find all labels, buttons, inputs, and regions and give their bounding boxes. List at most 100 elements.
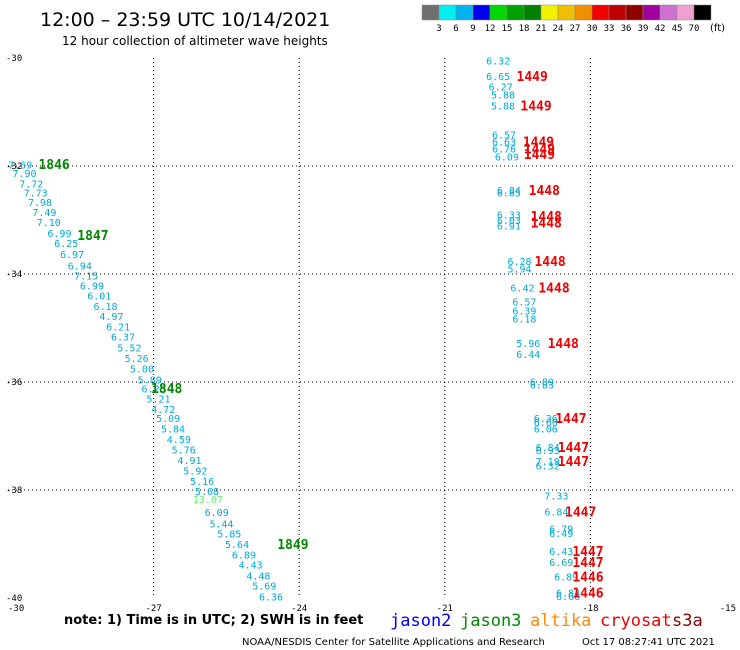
pass-time-label: 1447 [558,441,589,456]
wave-height-value: 6.33 [497,211,521,222]
wave-height-value: 6.79 [549,524,573,535]
legend-swatch [557,4,576,21]
wave-height-value: 6.32 [486,57,510,68]
pass-time-label: 1449 [517,70,548,85]
pass-time-label: 1449 [520,100,551,115]
legend-swatch [642,4,661,21]
wave-height-value: 7.69 [8,160,32,171]
wave-height-value: 6.89 [232,550,256,561]
pass-time-label: 1447 [558,455,589,470]
legend-tick-label: 24 [553,24,564,34]
x-tick-label: -30 [8,604,24,614]
wave-height-value: 4.43 [239,561,263,572]
wave-height-value: 5.89 [138,375,162,386]
wave-height-value: 5.94 [507,265,531,276]
wave-height-value: 7.33 [544,491,568,502]
wave-height-value: 6.83 [530,381,554,392]
wave-height-value: 4.59 [167,435,191,446]
legend-tick-label: 18 [519,24,530,34]
pass-time-label: 1448 [534,255,565,270]
wave-height-value: 5.26 [125,354,149,365]
pass-time-label: 1447 [572,545,603,560]
chart-title: 12:00 – 23:59 UTC 10/14/2021 [40,9,330,31]
legend-tick-label: 70 [689,24,700,34]
wave-height-value: 6.84 [536,443,560,454]
wave-height-value: 6.85 [497,188,521,199]
wave-height-value: 6.43 [549,547,573,558]
legend-tick-label: 27 [570,24,581,34]
legend-swatch [506,4,525,21]
legend-tick-label: 21 [536,24,547,34]
legend-swatch [625,4,644,21]
wave-height-value: 4.72 [151,405,175,416]
wave-height-value: 6.63 [492,138,516,149]
legend-tick-label: 42 [655,24,666,34]
wave-height-value: 6.09 [495,152,519,163]
legend-tick-label: 33 [604,24,615,34]
y-tick-label: -32 [6,162,22,172]
wave-height-value: 6.65 [486,72,510,83]
legend-swatch [540,4,559,21]
wave-height-value: 6.93 [536,446,560,457]
legend-swatch [591,4,610,21]
wave-height-value: 7.72 [19,179,43,190]
legend-swatch [523,4,542,21]
wave-height-value: 6.25 [54,239,78,250]
wave-height-value: 6.49 [549,529,573,540]
pass-time-label: 1448 [531,210,562,225]
wave-height-value: 6.97 [60,250,84,261]
legend-swatch [693,4,712,21]
wave-height-value: 13.07 [193,495,223,506]
wave-height-value: 6.01 [87,292,111,303]
wave-height-value: 6.94 [68,261,92,272]
wave-height-value: 6.28 [507,257,531,268]
pass-time-label: 1448 [531,217,562,232]
legend-swatch [676,4,695,21]
legend-tick-label: 12 [485,24,496,34]
chart-subtitle: 12 hour collection of altimeter wave hei… [62,34,328,48]
pass-time-label: 1448 [538,282,569,297]
satellite-name-jason3: jason3 [460,611,521,631]
axis-ticks: -30-32-34-36-38-40-30 -27 -24 -21 -18 -15 [6,54,736,614]
wave-height-value: 6.57 [492,131,516,142]
legend-tick-label: 39 [638,24,649,34]
wave-height-value: 6.84 [497,186,521,197]
wave-height-value: 7.15 [74,272,98,283]
wave-height-value: 5.64 [225,540,249,551]
x-tick-label: -18 [582,604,598,614]
legend-swatch [438,4,457,21]
wave-height-value: 6.39 [512,307,536,318]
wave-height-value: 6.03 [497,216,521,227]
x-tick-label: -15 [720,604,736,614]
wave-height-value: 5.69 [252,582,276,593]
wave-height-value: 6.76 [492,145,516,156]
wave-height-value: 6.36 [534,414,558,425]
pass-time-label: 1849 [277,538,308,553]
wave-height-value: 6.89 [554,572,578,583]
y-tick-label: -30 [6,54,22,64]
legend-tick-label: 6 [453,24,458,34]
wave-height-value: 6.32 [536,462,560,473]
legend-swatch [472,4,491,21]
pass-time-label: 1449 [524,143,555,158]
wave-height-value: 7.10 [37,218,61,229]
wave-height-value: 5.52 [117,343,141,354]
wave-height-value: 5.76 [172,446,196,457]
satellite-name-altika: altika [530,611,591,631]
x-tick-label: -27 [145,604,161,614]
pass-time-label: 1846 [38,158,69,173]
wave-height-value: 5.92 [183,467,207,478]
wave-height-value: 6.36 [259,592,283,603]
color-legend: 3 6 9 12 15 18 21 24 27 30 33 36 39 42 45 70 [421,4,712,34]
wave-height-value: 7.98 [28,198,52,209]
wave-height-value: 6.89 [530,377,554,388]
x-tick-label: -21 [437,604,453,614]
wave-height-value: 6.66 [556,592,580,603]
pass-time-label: 1448 [548,337,579,352]
wave-height-value: 5.68 [195,487,219,498]
satellite-legend: jason2 jason3 altika cryosat s3a [390,611,703,631]
wave-height-value: 6.57 [512,298,536,309]
wave-height-value: 5.44 [209,519,233,530]
legend-swatch [489,4,508,21]
